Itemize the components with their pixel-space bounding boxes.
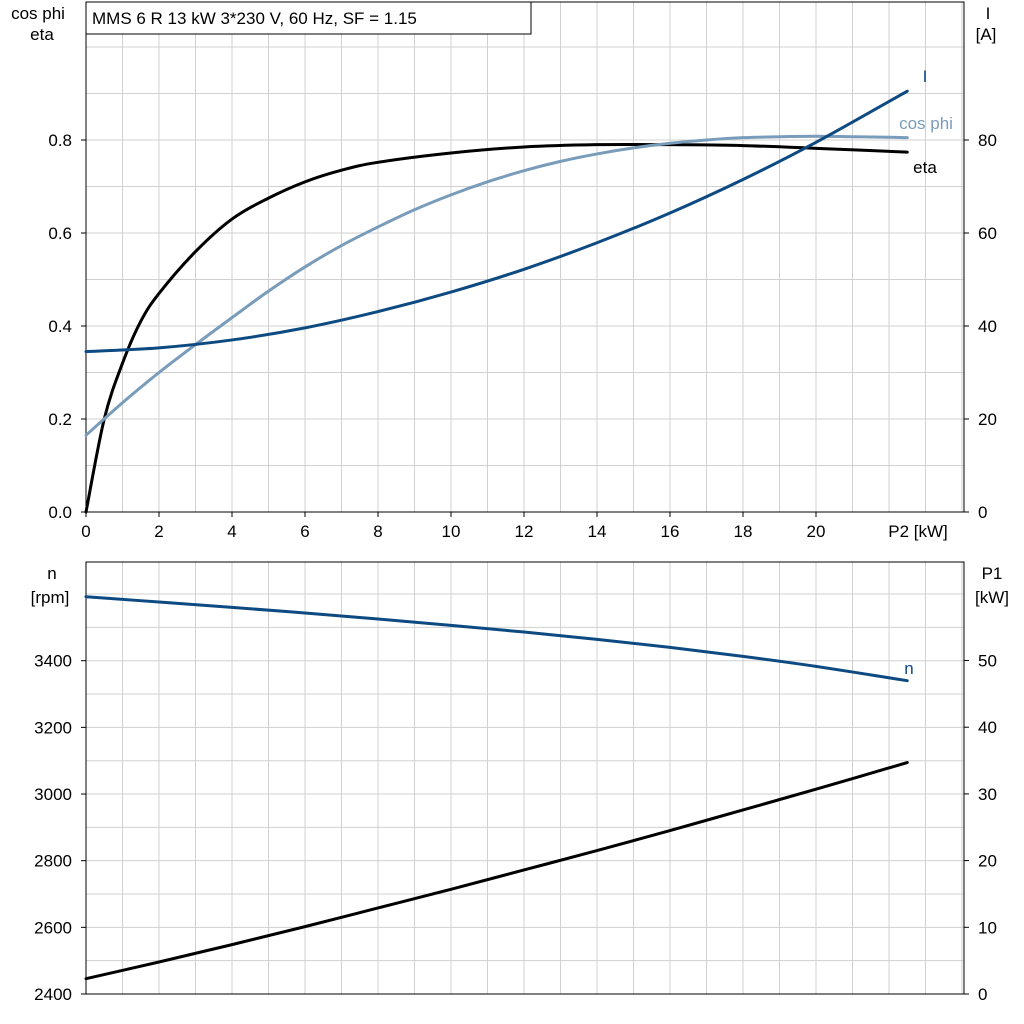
top-panel-ticks: 0.0 0.2 0.4 0.6 0.8 0 20 40 60 80 0 2 4 6 8 10 12 14 16 18 2…: [48, 131, 997, 541]
bottom-curve-n: [84, 595, 909, 683]
x-tick-label: 16: [661, 522, 680, 541]
top-right-tick-label: 80: [978, 131, 997, 150]
top-left-tick-label: 0.0: [48, 503, 72, 522]
top-panel-grid: [86, 2, 964, 512]
bottom-panel-frame: [85, 561, 965, 995]
x-tick-label: 2: [154, 522, 163, 541]
bottom-left-tick-label: 3000: [34, 785, 72, 804]
bottom-right-tick-label: 30: [978, 785, 997, 804]
x-tick-label: 20: [807, 522, 826, 541]
bottom-left-axis-label-1: n: [47, 564, 56, 583]
series-label-eta: eta: [913, 158, 937, 177]
top-right-axis-label-2: [A]: [976, 25, 997, 44]
x-tick-label: 6: [300, 522, 309, 541]
chart-title: MMS 6 R 13 kW 3*230 V, 60 Hz, SF = 1.15: [92, 9, 417, 28]
bottom-right-tick-label: 0: [978, 985, 987, 1004]
top-right-tick-label: 60: [978, 224, 997, 243]
bottom-left-tick-label: 2400: [34, 985, 72, 1004]
bottom-left-tick-label: 2600: [34, 918, 72, 937]
top-left-tick-label: 0.8: [48, 131, 72, 150]
top-left-axis-label-2: eta: [30, 25, 54, 44]
top-curve-i: [84, 89, 909, 354]
x-tick-label: 0: [81, 522, 90, 541]
x-tick-label: 10: [442, 522, 461, 541]
series-label-n: n: [904, 659, 913, 678]
bottom-left-tick-label: 3200: [34, 718, 72, 737]
bottom-left-tick-label: 3400: [34, 652, 72, 671]
top-left-tick-label: 0.4: [48, 317, 72, 336]
bottom-panel-curves: [84, 595, 909, 981]
bottom-panel-ticks: 2400 2600 2800 3000 3200 3400 0 10 20 30 40 50: [34, 652, 997, 1005]
bottom-right-tick-label: 20: [978, 852, 997, 871]
bottom-curve-p1: [84, 761, 909, 981]
top-right-axis-label-1: I: [986, 4, 991, 23]
x-axis-label: P2 [kW]: [888, 522, 948, 541]
series-label-i: I: [923, 67, 928, 86]
title-box: [85, 1, 532, 35]
x-tick-label: 14: [588, 522, 607, 541]
series-label-cos-phi: cos phi: [899, 114, 953, 133]
x-tick-label: 8: [373, 522, 382, 541]
top-left-tick-label: 0.6: [48, 224, 72, 243]
bottom-right-tick-label: 50: [978, 652, 997, 671]
top-panel-curves: [84, 89, 909, 514]
top-curve-eta: [84, 142, 909, 514]
top-right-tick-label: 40: [978, 317, 997, 336]
bottom-right-axis-label-2: [kW]: [975, 588, 1009, 607]
bottom-panel-grid: [86, 562, 964, 994]
top-right-tick-label: 20: [978, 410, 997, 429]
bottom-right-axis-label-1: P1: [982, 564, 1003, 583]
top-right-tick-label: 0: [978, 503, 987, 522]
bottom-right-tick-label: 40: [978, 718, 997, 737]
x-tick-label: 18: [734, 522, 753, 541]
bottom-left-axis-label-2: [rpm]: [31, 588, 70, 607]
bottom-left-tick-label: 2800: [34, 852, 72, 871]
x-tick-label: 4: [227, 522, 236, 541]
top-curve-cos-phi: [84, 134, 909, 437]
top-left-axis-label-1: cos phi: [11, 4, 65, 23]
x-tick-label: 12: [515, 522, 534, 541]
bottom-right-tick-label: 10: [978, 918, 997, 937]
top-left-tick-label: 0.2: [48, 410, 72, 429]
